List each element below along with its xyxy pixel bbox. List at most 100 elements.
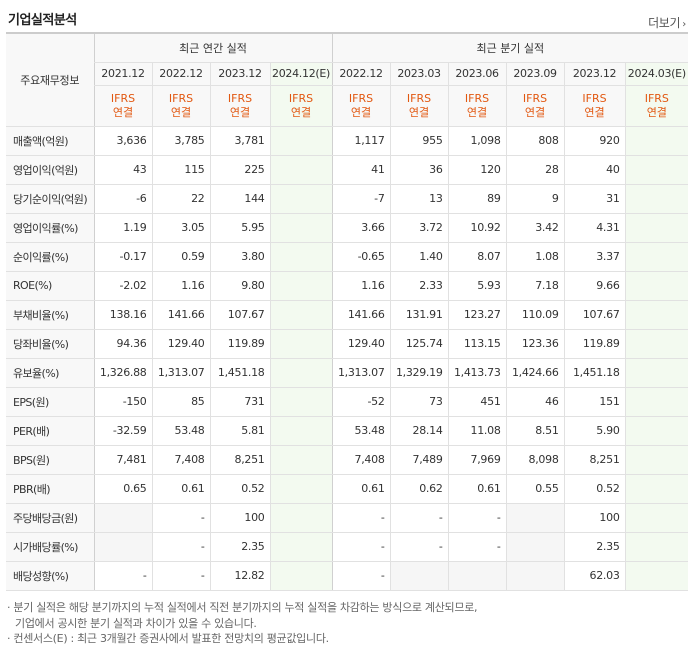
table-cell: -	[389, 503, 449, 533]
row-label: PER(배)	[6, 416, 94, 446]
table-cell: 131.91	[389, 300, 449, 330]
table-cell: 53.48	[151, 416, 210, 446]
row-label: 시가배당률(%)	[6, 532, 94, 562]
ifrs-label: IFRS	[348, 91, 374, 105]
table-cell: 1,451.18	[563, 358, 626, 388]
table-cell	[269, 503, 333, 533]
footnotes: · 분기 실적은 해당 분기까지의 누적 실적에서 직전 분기까지의 누적 실적…	[7, 600, 687, 647]
table-cell: 3.80	[209, 242, 270, 272]
table-cell	[93, 503, 152, 533]
ifrs-basis-header: IFRS 연결	[563, 85, 626, 127]
consolidated-label: 연결	[350, 105, 372, 119]
table-cell: 0.61	[151, 474, 210, 504]
table-cell: 5.93	[447, 271, 507, 301]
table-row: 영업이익(억원) 43 115 225 41 36 120 28 40	[6, 155, 689, 185]
more-link[interactable]: 더보기 ›	[648, 14, 686, 31]
table-cell: 8,251	[209, 445, 270, 475]
table-cell	[624, 184, 689, 214]
consolidated-label: 연결	[466, 105, 488, 119]
table-cell: 113.15	[447, 329, 507, 359]
table-cell: 2.35	[563, 532, 626, 562]
table-cell	[624, 416, 689, 446]
table-cell	[624, 329, 689, 359]
table-cell	[624, 242, 689, 272]
table-cell	[624, 387, 689, 417]
table-cell: -0.65	[331, 242, 391, 272]
consolidated-label: 연결	[584, 105, 605, 119]
table-cell: 1.16	[151, 271, 210, 301]
ifrs-basis-header: IFRS 연결	[331, 85, 391, 127]
table-cell: 0.62	[389, 474, 449, 504]
row-label: 당좌비율(%)	[6, 329, 94, 359]
table-cell: 119.89	[209, 329, 270, 359]
period-header: 2024.03(E)	[624, 62, 689, 86]
row-label: 영업이익(억원)	[6, 155, 94, 185]
table-cell: -6	[93, 184, 152, 214]
table-row: 당좌비율(%) 94.36 129.40 119.89 129.40 125.74 113.…	[6, 329, 689, 359]
period-header: 2023.06	[447, 62, 507, 86]
row-label: PBR(배)	[6, 474, 94, 504]
section-title: 기업실적분석	[8, 13, 77, 28]
row-label: 영업이익률(%)	[6, 213, 94, 243]
table-cell: -	[389, 532, 449, 562]
table-cell: -	[331, 561, 391, 591]
table-cell: 1,117	[331, 126, 391, 156]
table-cell: 0.52	[563, 474, 626, 504]
table-cell	[447, 561, 507, 591]
table-cell: 7,408	[151, 445, 210, 475]
table-cell: 1.40	[389, 242, 449, 272]
table-cell: 7,408	[331, 445, 391, 475]
table-cell: 3,636	[93, 126, 152, 156]
table-cell: 955	[389, 126, 449, 156]
footnote-quarterly-cont: 기업에서 공시한 분기 실적과 차이가 있을 수 있습니다.	[15, 616, 257, 630]
table-cell	[624, 126, 689, 156]
row-label: BPS(원)	[6, 445, 94, 475]
table-row: EPS(원) -150 85 731 -52 73 451 46 151	[6, 387, 689, 417]
table-cell: 1,313.07	[331, 358, 391, 388]
table-row: 부채비율(%) 138.16 141.66 107.67 141.66 131.91 123…	[6, 300, 689, 330]
table-row: 배당성향(%) - -12.82-62.03	[6, 561, 689, 591]
table-cell	[269, 561, 333, 591]
table-cell: 3.05	[151, 213, 210, 243]
ifrs-basis-header: IFRS 연결	[209, 85, 270, 127]
table-cell	[269, 242, 333, 272]
table-cell: 129.40	[331, 329, 391, 359]
period-header: 2022.12	[331, 62, 391, 86]
table-row: BPS(원) 7,481 7,408 8,251 7,408 7,489 7,969 8,09…	[6, 445, 689, 475]
table-cell: 2.33	[389, 271, 449, 301]
table-cell: 451	[447, 387, 507, 417]
table-cell	[269, 300, 333, 330]
financial-summary-table: 주요재무정보 최근 연간 실적 최근 분기 실적 2021.12 2022.12 2…	[6, 32, 689, 591]
table-cell: 8,098	[505, 445, 565, 475]
consolidated-label: 연결	[290, 105, 312, 119]
table-row: ROE(%) -2.02 1.16 9.80 1.16 2.33 5.93 7.18 9.66	[6, 271, 689, 301]
table-cell: 920	[563, 126, 626, 156]
table-cell: 8.07	[447, 242, 507, 272]
table-cell: -	[93, 561, 152, 591]
table-cell: 8,251	[563, 445, 626, 475]
table-cell: 36	[389, 155, 449, 185]
row-label: 주당배당금(원)	[6, 503, 94, 533]
table-cell: 1,098	[447, 126, 507, 156]
period-header: 2023.12	[563, 62, 626, 86]
period-header: 2023.12	[209, 62, 270, 86]
table-cell: 1,313.07	[151, 358, 210, 388]
table-cell	[269, 474, 333, 504]
section-header: 기업실적분석 더보기 ›	[0, 0, 694, 32]
table-cell: 31	[563, 184, 626, 214]
row-label: 부채비율(%)	[6, 300, 94, 330]
table-cell: 9	[505, 184, 565, 214]
table-cell: 89	[447, 184, 507, 214]
table-cell: 5.90	[563, 416, 626, 446]
table-cell: 120	[447, 155, 507, 185]
table-cell: 3,785	[151, 126, 210, 156]
table-cell: 1,329.19	[389, 358, 449, 388]
table-cell: 12.82	[209, 561, 270, 591]
table-cell	[269, 387, 333, 417]
row-label: 매출액(억원)	[6, 126, 94, 156]
footnote-quarterly: · 분기 실적은 해당 분기까지의 누적 실적에서 직전 분기까지의 누적 실적…	[7, 601, 478, 614]
table-cell: 73	[389, 387, 449, 417]
table-cell: -	[151, 503, 210, 533]
table-cell: 41	[331, 155, 391, 185]
table-cell: 1,424.66	[505, 358, 565, 388]
